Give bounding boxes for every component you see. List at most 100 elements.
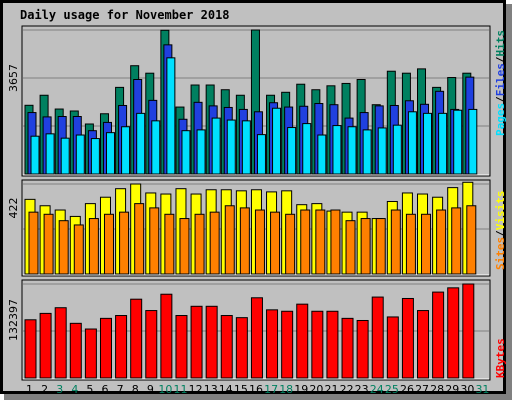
bar-kbytes-day-17	[266, 309, 279, 379]
bar-kbytes-day-5	[84, 328, 97, 379]
axis-max-hits: 3657	[7, 64, 20, 92]
bar-pages-day-8	[136, 112, 146, 175]
bar-kbytes-day-10	[160, 293, 173, 379]
bar-sites-day-25	[390, 209, 401, 275]
day-label-18: 18	[279, 383, 293, 396]
panel-hits_files_pages	[21, 25, 491, 177]
bar-kbytes-day-26	[401, 297, 414, 379]
bar-pages-day-13	[211, 117, 221, 175]
bar-sites-day-8	[134, 203, 145, 275]
bar-kbytes-day-19	[296, 303, 309, 379]
panel-visits_sites	[21, 179, 491, 277]
legend-item: Hits	[494, 30, 507, 57]
bar-kbytes-day-23	[356, 319, 369, 379]
bar-pages-day-17	[272, 107, 282, 175]
legend-item: /	[494, 96, 507, 103]
day-label-29: 29	[445, 383, 459, 396]
bar-sites-day-4	[73, 224, 84, 275]
bar-kbytes-day-27	[417, 310, 430, 379]
day-label-12: 12	[189, 383, 203, 396]
bar-kbytes-day-6	[99, 317, 112, 379]
bar-sites-day-14	[224, 205, 235, 275]
day-label-16: 16	[249, 383, 263, 396]
legend-1: Sites/Visits	[494, 191, 507, 271]
bar-pages-day-26	[407, 111, 417, 175]
day-label-14: 14	[219, 383, 233, 396]
chart-panels	[21, 25, 491, 381]
day-label-13: 13	[204, 383, 218, 396]
bar-pages-day-6	[105, 132, 115, 175]
bar-kbytes-day-21	[326, 310, 339, 379]
bar-pages-day-25	[392, 124, 402, 175]
bar-sites-day-29	[451, 207, 462, 275]
bar-sites-day-10	[164, 213, 175, 275]
bar-kbytes-day-4	[69, 322, 82, 379]
bar-kbytes-day-12	[190, 305, 203, 379]
legend-item: /	[494, 56, 507, 63]
bar-sites-day-3	[58, 220, 69, 275]
bar-pages-day-29	[453, 109, 463, 175]
day-label-7: 7	[117, 383, 124, 396]
panel-kbytes	[21, 279, 491, 381]
chart-title: Daily usage for November 2018	[20, 8, 230, 22]
bar-kbytes-day-16	[250, 297, 263, 379]
bar-pages-day-3	[60, 137, 70, 175]
bar-pages-day-12	[196, 129, 206, 175]
bar-pages-day-4	[75, 134, 85, 175]
day-label-5: 5	[86, 383, 93, 396]
bar-pages-day-18	[287, 127, 297, 175]
bar-kbytes-day-2	[39, 312, 52, 379]
frame-shadow-bottom	[4, 394, 512, 400]
bar-pages-day-1	[30, 135, 40, 175]
legend-0: Pages/Files/Hits	[494, 30, 507, 136]
day-label-31: 31	[475, 383, 489, 396]
bar-kbytes-day-7	[115, 315, 128, 379]
bar-kbytes-day-30	[462, 283, 475, 379]
day-label-26: 26	[400, 383, 414, 396]
bar-sites-day-30	[466, 205, 477, 275]
bar-kbytes-day-29	[447, 287, 460, 379]
day-labels: 1 2 3 4 5 6 7 8 9 10 11 12 13 14 15 16 17 18 19 20 21 22 23 24 2…	[26, 383, 489, 396]
axis-max-kbytes: 132397	[7, 299, 20, 341]
day-label-21: 21	[324, 383, 338, 396]
bar-sites-day-1	[28, 211, 39, 275]
day-label-4: 4	[71, 383, 78, 396]
bar-kbytes-day-24	[371, 296, 384, 379]
bar-pages-day-5	[90, 138, 100, 175]
bar-sites-day-2	[43, 213, 54, 275]
bar-kbytes-day-9	[145, 310, 158, 379]
legend-item: Files	[494, 63, 507, 96]
bar-pages-day-27	[423, 112, 433, 175]
bar-sites-day-11	[179, 218, 190, 275]
bar-sites-day-18	[285, 213, 296, 275]
bar-sites-day-6	[103, 213, 114, 275]
day-label-17: 17	[264, 383, 278, 396]
bar-kbytes-day-22	[341, 317, 354, 379]
bar-kbytes-day-18	[281, 310, 294, 379]
bar-sites-day-5	[88, 218, 99, 275]
day-label-11: 11	[174, 383, 188, 396]
bar-kbytes-day-1	[24, 319, 37, 379]
day-label-20: 20	[309, 383, 323, 396]
bar-sites-day-13	[209, 211, 220, 275]
bar-sites-day-21	[330, 209, 341, 275]
bar-kbytes-day-13	[205, 305, 218, 379]
bar-kbytes-day-8	[130, 298, 143, 379]
bar-pages-day-16	[256, 134, 266, 175]
axis-max-visits: 422	[7, 198, 20, 219]
bar-sites-day-22	[345, 220, 356, 275]
bar-pages-day-11	[181, 130, 191, 175]
bar-kbytes-day-15	[235, 317, 248, 379]
bar-pages-day-22	[347, 126, 357, 175]
bar-pages-day-7	[121, 126, 131, 175]
day-label-23: 23	[355, 383, 369, 396]
bar-pages-day-15	[241, 120, 251, 175]
legend-item: /	[494, 230, 507, 237]
bar-sites-day-26	[405, 213, 416, 275]
bar-pages-day-24	[377, 127, 387, 175]
bar-sites-day-19	[300, 209, 311, 275]
bar-sites-day-20	[315, 209, 326, 275]
bar-sites-day-7	[119, 211, 130, 275]
axis-max-labels: 3657 422 132397	[7, 64, 20, 341]
bar-sites-day-24	[375, 218, 386, 275]
